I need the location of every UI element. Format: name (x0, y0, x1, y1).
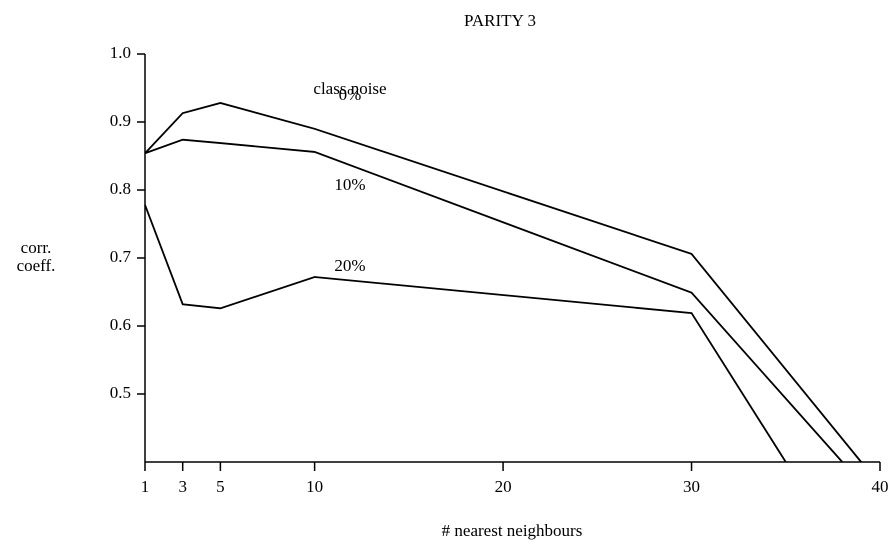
y-tick-label: 0.6 (110, 315, 131, 334)
y-axis-label: coeff. (17, 256, 56, 275)
y-tick-label: 1.0 (110, 43, 131, 62)
x-tick-label: 40 (872, 477, 889, 496)
x-tick-label: 10 (306, 477, 323, 496)
series-label: 20% (334, 256, 365, 275)
x-tick-label: 1 (141, 477, 150, 496)
y-tick-label: 0.7 (110, 247, 132, 266)
x-axis-label: # nearest neighbours (442, 521, 583, 540)
y-tick-label: 0.8 (110, 179, 131, 198)
y-tick-label: 0.5 (110, 383, 131, 402)
series-label: 0% (339, 85, 362, 104)
line (144, 204, 787, 463)
x-tick-label: 3 (178, 477, 187, 496)
chart-title: PARITY 3 (464, 11, 536, 30)
y-tick-label: 0.9 (110, 111, 131, 130)
annotation: class noise (313, 79, 386, 98)
line (144, 138, 843, 463)
x-tick-label: 30 (683, 477, 700, 496)
x-tick-label: 20 (495, 477, 512, 496)
series-label: 10% (334, 175, 365, 194)
y-axis-label: corr. (21, 238, 52, 257)
x-tick-label: 5 (216, 477, 225, 496)
line (144, 102, 862, 463)
